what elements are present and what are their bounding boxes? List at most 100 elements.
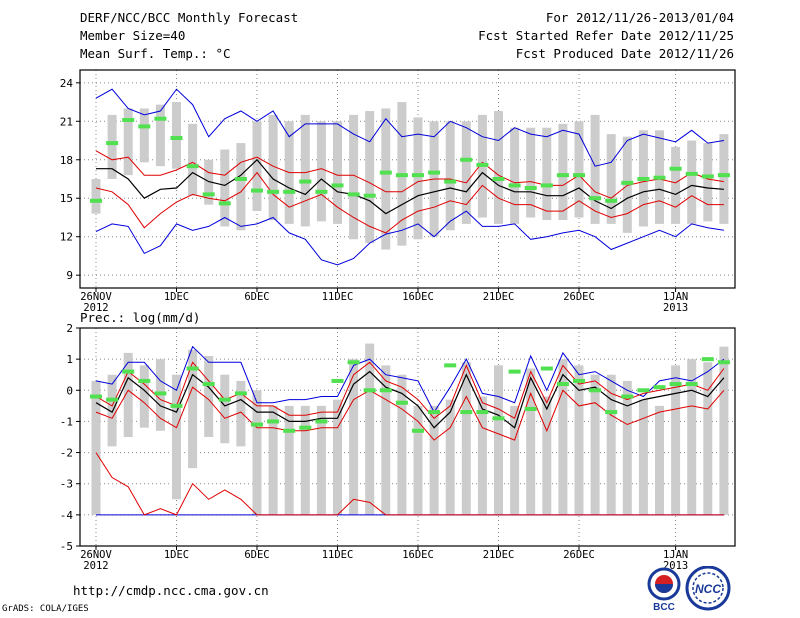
temp-box (606, 134, 616, 224)
temp-box (510, 127, 520, 224)
temp-ytick-label: 21 (60, 115, 73, 128)
prec-xtick-label: 6DEC (244, 549, 269, 561)
temp-box (349, 114, 359, 240)
grads-credit: GrADS: COLA/IGES (2, 604, 89, 614)
temp-mean-marker (267, 189, 280, 194)
prec-mean-marker (315, 419, 328, 424)
prec-box (349, 359, 359, 515)
temp-outer-high-line (95, 88, 724, 167)
temp-mean-marker (379, 170, 392, 175)
temp-xtick-label: 26DEC (563, 291, 595, 303)
ncc-logo-text: NCC (695, 582, 721, 596)
prec-xtick-label: 26DEC (563, 549, 595, 561)
prec-mean-marker (508, 369, 521, 374)
temp-box (703, 143, 713, 222)
temp-xtick-label: 1DEC (164, 291, 189, 303)
temp-box (300, 114, 310, 227)
temp-mean-marker (412, 173, 424, 178)
temp-mean-marker (637, 177, 650, 181)
temp-box (333, 121, 342, 224)
temp-mean-marker (605, 198, 618, 203)
chart-title: DERF/NCC/BCC Monthly Forecast (80, 10, 299, 25)
prec-mean-marker (218, 397, 231, 402)
temp-box (526, 127, 536, 218)
prec-box (139, 365, 149, 428)
temp-box (413, 117, 423, 240)
prec-box (107, 374, 117, 447)
prec-xtick-label: 1DEC (164, 549, 189, 561)
temp-mean-marker (90, 198, 102, 203)
temp-mean-marker (428, 170, 441, 175)
prec-box (574, 365, 584, 515)
prec-mean-marker (556, 382, 569, 387)
prec-mean-marker (669, 382, 682, 387)
temp-ytick-label: 12 (60, 231, 73, 244)
prec-xtick-label: 16DEC (402, 549, 434, 561)
prec-mean-marker (701, 357, 714, 362)
temp-mean-marker (492, 177, 505, 181)
prec-xtick-label: 11DEC (322, 549, 354, 561)
temp-mean-marker (621, 180, 634, 185)
temp-mean-marker (283, 189, 296, 194)
prec-mean-marker (267, 419, 280, 424)
source-url[interactable]: http://cmdp.ncc.cma.gov.cn (73, 583, 269, 598)
prec-mean-marker (299, 425, 312, 430)
prec-ytick-label: -3 (60, 478, 73, 491)
temp-mean-marker (556, 173, 569, 178)
temp-xtick-label: 26NOV (80, 291, 112, 303)
prec-box (671, 365, 681, 515)
temp-mean-marker (138, 124, 151, 129)
prec-mean-marker (106, 397, 119, 402)
prec-box (703, 362, 713, 515)
temp-mean-marker (299, 179, 312, 184)
temp-mean-marker (524, 185, 537, 190)
temp-mean-marker (347, 192, 360, 197)
temp-box (220, 149, 230, 227)
prec-box (622, 380, 632, 515)
temp-box (494, 111, 503, 224)
temp-mean-marker (717, 173, 730, 178)
temp-mean-marker (154, 116, 167, 121)
temp-ytick-label: 9 (66, 269, 73, 282)
prec-mean-marker (589, 388, 602, 393)
temp-box (139, 108, 149, 163)
bcc-logo-icon: BCC (647, 567, 681, 612)
temp-mean-marker (186, 164, 199, 169)
forecast-range: For 2012/11/26-2013/01/04 (545, 10, 734, 25)
temp-mean-marker (363, 193, 376, 198)
fcst-started-date: Fcst Started Refer Date 2012/11/25 (478, 28, 734, 43)
prec-mean-marker (444, 363, 457, 368)
prec-mean-marker (363, 388, 376, 393)
temp-box (687, 140, 697, 224)
prec-mean-marker (234, 391, 247, 396)
prec-box (719, 346, 729, 515)
temp-mean-marker (540, 183, 553, 188)
prec-mean-marker (202, 382, 215, 387)
temp-box (381, 108, 391, 250)
temp-box (252, 121, 262, 212)
temp-box (461, 121, 471, 224)
prec-mean-marker (283, 428, 296, 433)
prec-mean-marker (540, 366, 553, 371)
temp-mean-marker (573, 173, 585, 178)
prec-mean-marker (605, 410, 618, 415)
prec-box (687, 359, 697, 515)
prec-box (316, 405, 326, 515)
temp-mean-marker (234, 177, 247, 181)
prec-box (590, 374, 600, 515)
prec-box (188, 349, 198, 469)
temp-mean-marker (589, 196, 602, 201)
prec-box (365, 343, 375, 515)
prec-mean-marker (186, 366, 199, 371)
prec-mean-marker (717, 360, 730, 365)
prec-mean-marker (460, 410, 473, 415)
prec-box (510, 405, 520, 515)
prec-box (638, 399, 648, 515)
prec-ytick-label: 1 (66, 353, 73, 366)
prec-box (123, 352, 133, 437)
prec-mean-marker (90, 394, 102, 399)
temp-xtick-label: 21DEC (483, 291, 515, 303)
temp-box (268, 114, 278, 221)
